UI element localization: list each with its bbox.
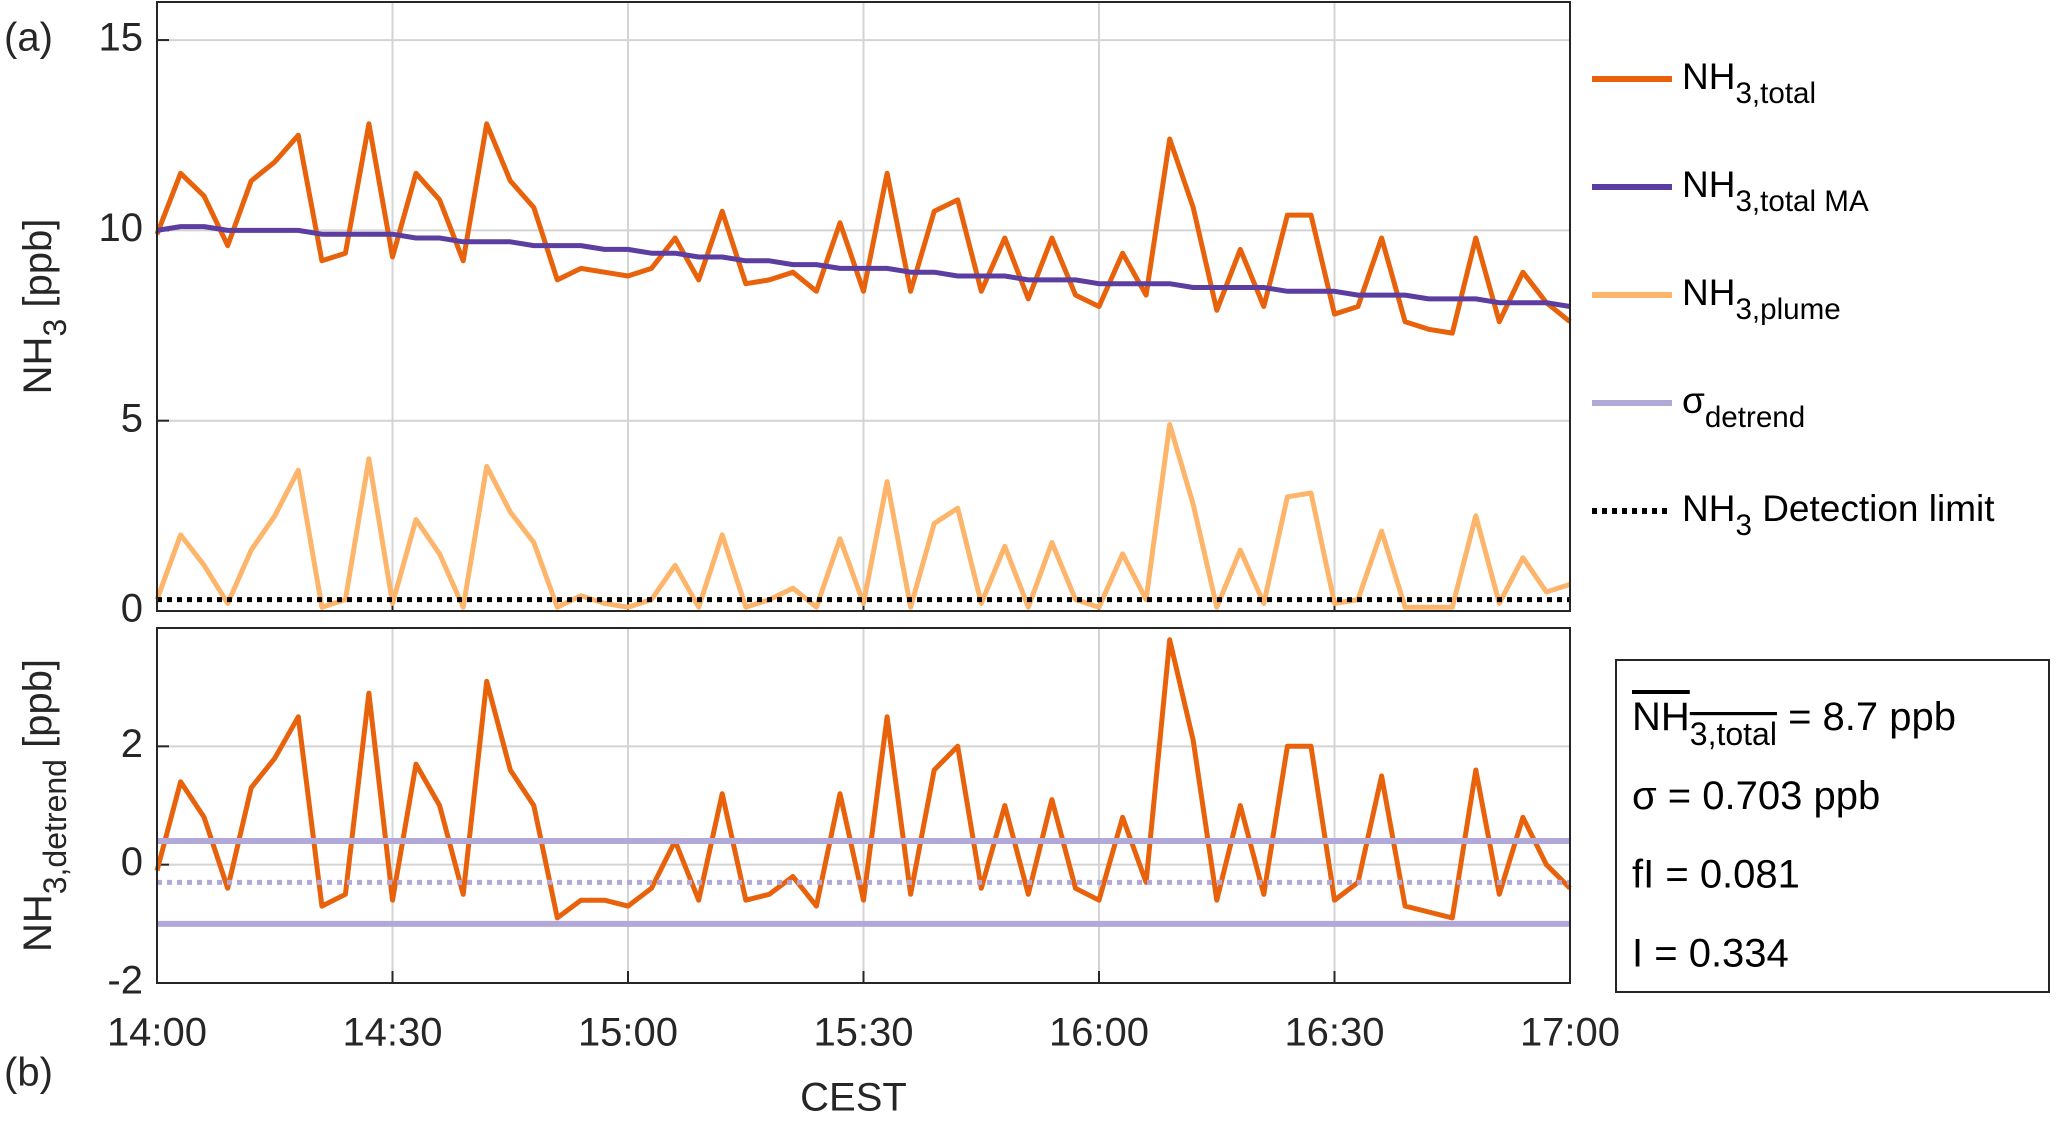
- x-tick-label: 17:00: [1520, 1011, 1620, 1055]
- x-tick-label: 14:00: [107, 1011, 207, 1055]
- x-tick-label: 16:30: [1284, 1011, 1384, 1055]
- x-axis-label: CEST: [800, 1076, 907, 1120]
- legend-label: NH3,total MA: [1682, 164, 1869, 219]
- stats-text: I = 0.334: [1632, 932, 1789, 976]
- stats-text: σ = 0.703 ppb: [1632, 774, 1880, 818]
- x-tick-label: 16:00: [1049, 1011, 1149, 1055]
- x-tick-label: 15:00: [578, 1011, 678, 1055]
- y-tick-label: 0: [121, 587, 143, 631]
- panel-label: (a): [4, 16, 53, 60]
- y-tick-label: 15: [99, 16, 144, 60]
- y-tick-label: 0: [121, 840, 143, 884]
- axes-frame: [156, 1, 1571, 612]
- x-tick-label: 15:30: [813, 1011, 913, 1055]
- y-tick-label: 10: [99, 206, 144, 250]
- stats-text: NH3,total = 8.7 ppb: [1632, 695, 1956, 753]
- axes-frame: [156, 627, 1571, 984]
- data-line: [154, 121, 1572, 336]
- y-tick-label: -2: [107, 959, 143, 1003]
- legend-label: NH3 Detection limit: [1682, 488, 1995, 543]
- data-line: [154, 637, 1572, 921]
- stats-text: fI = 0.081: [1632, 853, 1800, 897]
- legend-label: NH3,plume: [1682, 272, 1841, 327]
- y-axis-label: NH3,detrend [ppb]: [16, 659, 74, 952]
- y-axis-label: NH3 [ppb]: [16, 219, 74, 395]
- y-tick-label: 5: [121, 396, 143, 440]
- legend-label: NH3,total: [1682, 56, 1816, 111]
- y-tick-label: 2: [121, 722, 143, 766]
- panel-label: (b): [4, 1051, 53, 1095]
- x-tick-label: 14:30: [342, 1011, 442, 1055]
- data-line: [154, 422, 1571, 610]
- stats-box: [1615, 659, 2050, 993]
- legend-label: σdetrend: [1682, 380, 1805, 435]
- data-line: [156, 224, 1571, 309]
